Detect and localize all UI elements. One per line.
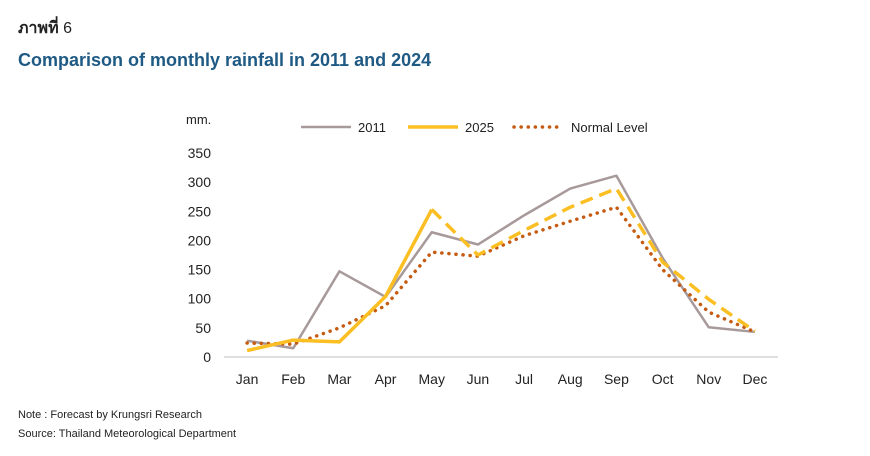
x-tick-label-jan: Jan [236,371,259,387]
forecast-note: Note : Forecast by Krungsri Research [18,409,203,421]
figure-label-number: 6 [63,20,72,37]
x-tick-label-sep: Sep [604,371,629,387]
y-tick-label-0: 0 [203,349,211,365]
line-chart: 0 50 100 150 200 250 300 350 mm. Jan Feb Mar Apr May J… [186,112,778,387]
y-tick-label-350: 350 [188,145,212,161]
y-tick-label-100: 100 [188,291,212,307]
source-note: Source: Thailand Meteorological Departme… [18,428,237,440]
figure-label: ภาพที่ 6 [18,16,72,41]
x-tick-label-mar: Mar [327,371,351,387]
y-tick-label-200: 200 [188,232,212,248]
x-tick-label-jul: Jul [515,371,533,387]
x-tick-label-dec: Dec [742,371,767,387]
y-axis-label: mm. [186,112,211,127]
y-tick-label-250: 250 [188,203,212,219]
y-tick-label-150: 150 [188,262,212,278]
x-tick-label-aug: Aug [558,371,583,387]
y-tick-label-50: 50 [195,320,211,336]
y-tick-label-300: 300 [188,174,212,190]
legend-2025-label: 2025 [465,120,494,135]
series-2025-actual-line [246,208,434,353]
series-normal-level-line [245,205,757,346]
x-tick-label-may: May [419,371,445,387]
figure-label-prefix: ภาพที่ [18,20,59,37]
x-tick-label-feb: Feb [281,371,305,387]
series-2011-line [246,174,756,350]
x-tick-label-apr: Apr [375,371,397,387]
chart-title: Comparison of monthly rainfall in 2011 a… [18,50,432,70]
x-tick-label-jun: Jun [467,371,490,387]
x-tick-label-oct: Oct [652,371,674,387]
notes: Note : Forecast by Krungsri Research Sou… [18,406,236,444]
legend-normal-level-label: Normal Level [571,120,648,135]
legend-2011-label: 2011 [358,120,386,135]
x-tick-label-nov: Nov [696,371,721,387]
